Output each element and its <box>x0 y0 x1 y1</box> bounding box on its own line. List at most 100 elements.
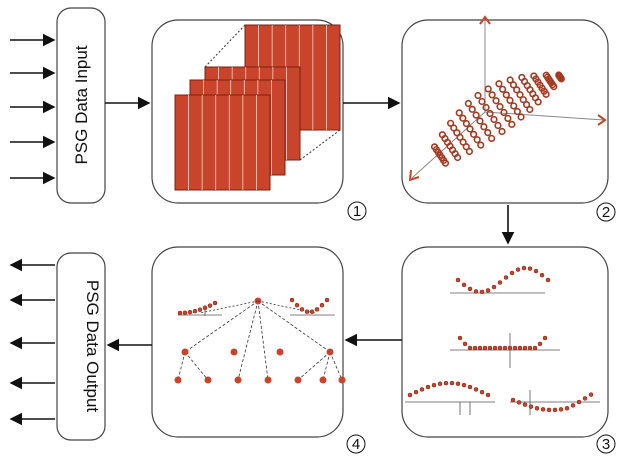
shape <box>408 393 412 397</box>
shape <box>458 336 462 340</box>
shape <box>468 385 472 389</box>
shape <box>533 346 537 350</box>
shape <box>290 298 294 302</box>
shape <box>498 280 502 284</box>
shape <box>528 267 532 271</box>
shape <box>178 311 182 315</box>
shape <box>213 301 217 305</box>
shape <box>543 336 547 340</box>
shape <box>235 377 242 384</box>
step-number: 4 <box>352 436 360 453</box>
shape <box>295 377 302 384</box>
shape <box>339 377 346 384</box>
shape <box>414 390 418 394</box>
shape <box>474 289 478 293</box>
shape <box>295 303 299 307</box>
shape <box>523 346 527 350</box>
shape <box>504 276 508 280</box>
output-label: PSG Data Output <box>83 280 102 413</box>
shape <box>456 278 460 282</box>
shape <box>553 408 557 412</box>
step-number: 3 <box>602 436 610 453</box>
shape <box>534 269 538 273</box>
shape <box>462 283 466 287</box>
shape <box>480 390 484 394</box>
scatter-box <box>402 20 608 203</box>
shape <box>486 393 490 397</box>
shape <box>310 310 314 314</box>
shape <box>480 290 484 294</box>
shape <box>444 381 448 385</box>
shape <box>488 346 492 350</box>
shape <box>493 346 497 350</box>
shape <box>529 405 533 409</box>
output-arrows <box>11 265 55 419</box>
shape <box>327 349 334 356</box>
shape <box>523 403 527 407</box>
shape <box>516 268 520 272</box>
shape <box>517 400 521 404</box>
shape <box>277 349 284 356</box>
shape <box>473 346 477 350</box>
shape <box>182 349 189 356</box>
shape <box>474 387 478 391</box>
shape <box>198 308 202 312</box>
shape <box>583 396 587 400</box>
shape <box>188 310 192 314</box>
shape <box>483 346 487 350</box>
shape <box>528 346 532 350</box>
shape <box>492 285 496 289</box>
shape <box>498 346 502 350</box>
shape <box>589 393 593 397</box>
shape <box>478 346 482 350</box>
shape <box>571 403 575 407</box>
shape <box>183 311 187 315</box>
shape <box>265 377 272 384</box>
shape <box>503 346 507 350</box>
shape <box>456 382 460 386</box>
shape <box>538 342 542 346</box>
input-arrows <box>10 40 54 178</box>
shape <box>463 342 467 346</box>
shape <box>468 287 472 291</box>
shape <box>518 346 522 350</box>
shape <box>203 306 207 310</box>
shape <box>547 408 551 412</box>
shape <box>205 377 212 384</box>
shape <box>320 303 324 307</box>
diagram: PSG Data Input PSG Data Output 1 2 3 4 <box>0 0 623 459</box>
shape <box>546 278 550 282</box>
input-label: PSG Data Input <box>72 45 91 164</box>
step-number: 2 <box>602 204 610 221</box>
shape <box>508 346 512 350</box>
shape <box>432 383 436 387</box>
shape <box>486 288 490 292</box>
shape <box>438 382 442 386</box>
shape <box>577 400 581 404</box>
shape <box>522 266 526 270</box>
shape <box>511 398 515 402</box>
shape <box>300 307 304 311</box>
shape <box>305 310 309 314</box>
shape <box>325 298 329 302</box>
step-number: 1 <box>353 203 361 220</box>
shape <box>541 407 545 411</box>
shape <box>565 406 569 410</box>
shape <box>320 377 327 384</box>
shape <box>462 383 466 387</box>
shape <box>208 304 212 308</box>
shape <box>420 387 424 391</box>
shape <box>450 381 454 385</box>
shape <box>231 349 238 356</box>
shape <box>559 407 563 411</box>
shape <box>510 271 514 275</box>
shape <box>540 273 544 277</box>
shape <box>468 346 472 350</box>
shape <box>175 95 270 190</box>
shape <box>175 377 182 384</box>
shape <box>193 309 197 313</box>
shape <box>513 346 517 350</box>
shape <box>535 406 539 410</box>
shape <box>315 307 319 311</box>
shape <box>426 385 430 389</box>
